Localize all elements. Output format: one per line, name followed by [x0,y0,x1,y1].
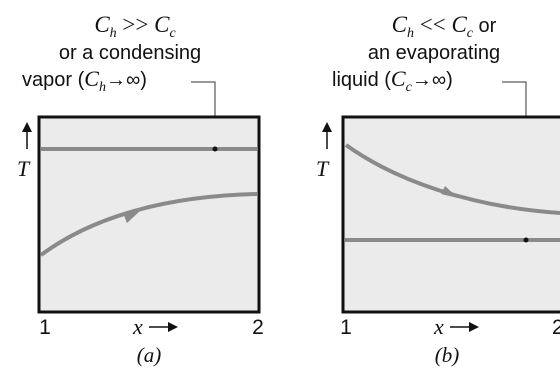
panel-a-caption-line1: Ch >> Cc [94,12,176,41]
panel-a-x-start: 1 [39,316,51,339]
panel-b-sub-label: (b) [435,343,460,367]
panel-a-sub-label: (a) [137,343,162,367]
panel-a: Ch >> Cc or a condensing vapor (Ch→∞) T … [17,12,264,367]
panel-a-y-label: T [17,156,31,181]
panel-b-y-label: T [316,156,330,181]
panel-b-flow-arrow-icon [441,186,458,198]
panel-b-x-start: 1 [340,316,352,339]
panel-a-leader-dot [212,146,218,152]
panel-b: Ch << Cc or an evaporating liquid (Cc→∞)… [316,12,560,367]
panel-b-caption-line3: liquid (Cc→∞) [332,66,453,95]
panel-b-hot-fluid-curve [344,143,560,215]
panel-b-x-end: 2 [552,316,560,339]
panel-b-caption-line1: Ch << Cc or [392,12,497,41]
panel-a-flow-arrow-icon [123,211,140,223]
panel-a-cold-fluid-curve [39,192,258,257]
panel-a-caption-line3: vapor (Ch→∞) [22,66,147,95]
panel-a-x-end: 2 [252,316,264,339]
panel-b-leader-dot [523,237,529,243]
panel-b-x-label: x [433,314,444,339]
panel-b-plot-area [341,115,560,314]
panel-a-x-label: x [132,314,143,339]
panel-a-caption-line2: or a condensing [59,42,201,64]
panel-b-caption-line2: an evaporating [368,42,500,64]
panel-a-plot-area [37,115,261,314]
